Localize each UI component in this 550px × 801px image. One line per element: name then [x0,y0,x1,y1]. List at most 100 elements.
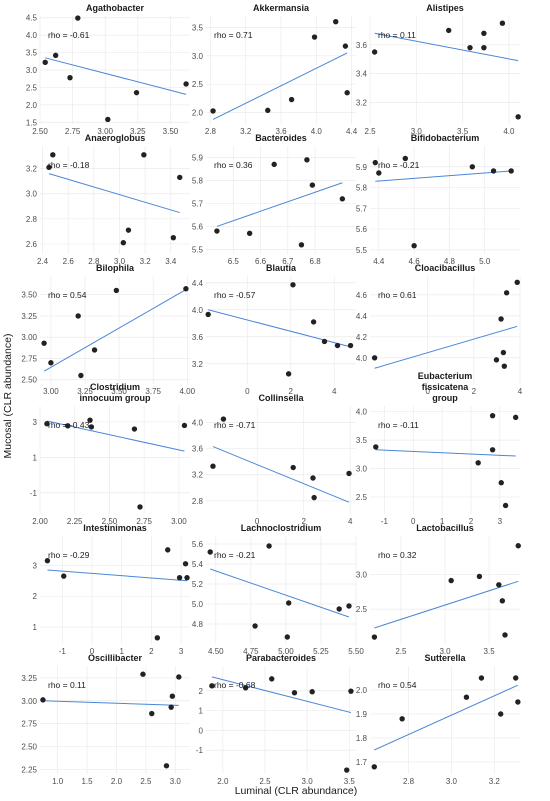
x-tick-label: 2 [469,517,474,526]
rho-label: rho = -0.68 [214,680,256,690]
x-tick-label: 2 [472,387,477,396]
rho-label: rho = 0.54 [378,680,417,690]
data-point [304,157,310,163]
x-tick-label: 3.0 [170,777,182,786]
y-tick-label: 2.5 [356,493,368,502]
regression-line [48,173,180,214]
x-tick-label: 4.6 [409,257,421,266]
data-point [489,447,496,453]
rho-label: rho = -0.18 [48,160,90,170]
data-point [137,504,143,510]
x-tick-label: 2.0 [111,777,123,786]
y-tick-label: 3.6 [192,333,204,342]
data-point [339,196,346,202]
x-tick-label: 6.8 [310,257,322,266]
y-tick-label: -1 [30,489,38,498]
y-tick-label: 2.5 [26,83,38,92]
data-point [140,671,146,677]
data-point [182,561,189,567]
data-point [496,582,502,588]
regression-line [375,449,516,457]
scatter-panel: Bifidobacterium rho = -0.21 4.4 4.6 4.8 5.0 5.… [356,133,520,266]
data-point [446,27,452,34]
data-point [205,311,211,318]
x-tick-label: 0 [255,517,260,526]
data-point [246,230,253,237]
y-tick-label: 5.9 [356,163,368,172]
x-tick-label: 1.0 [52,777,64,786]
y-tick-label: 2.5 [192,80,204,89]
data-point [321,338,328,345]
scatter-panel: Anaeroglobus rho = -0.18 2.4 2.6 2.8 3.0 3.2 3.… [26,133,190,266]
y-tick-label: 3.00 [21,333,37,342]
data-point [371,49,378,55]
scatter-panel: Parabacteroides rho = -0.68 2.0 2.5 3.0 3.5 -1… [196,653,356,786]
data-point [214,228,220,234]
x-tick-label: 3.75 [145,387,161,396]
y-tick-label: 1.8 [356,734,368,743]
y-tick-label: 3.50 [21,291,37,300]
panel-title: Eubacterium [418,371,473,381]
data-point [501,363,508,369]
x-tick-label: 2.25 [67,517,83,526]
panel-title: Akkermansia [253,3,310,13]
x-tick-label: 4.50 [208,647,224,656]
scatter-panel: Akkermansia rho = 0.71 2.8 3.2 3.6 4.0 4.4 2.0 2… [192,3,358,136]
x-tick-label: 4.8 [444,257,456,266]
data-point [177,174,183,181]
scatter-panel: Oscillibacter rho = 0.11 1.0 1.5 2.0 2.5 3.0 2.… [21,653,190,786]
panel-title: Lactobacillus [416,523,474,533]
data-point [467,44,473,51]
data-point [489,412,496,419]
y-tick-label: 5.0 [192,600,204,609]
x-tick-label: 4.4 [346,127,358,136]
data-point [478,675,485,681]
data-point [333,18,339,25]
x-tick-label: 2.75 [65,127,81,136]
x-tick-label: 3.00 [97,127,113,136]
y-tick-label: 3 [33,418,38,427]
rho-label: rho = -0.11 [378,420,419,430]
regression-line [374,684,519,751]
regression-line [374,580,519,629]
y-tick-label: 4.5 [26,14,38,23]
data-point [346,603,352,609]
panel-title: Bifidobacterium [411,133,480,143]
x-tick-label: 2.4 [37,257,49,266]
x-tick-label: 6.5 [228,257,240,266]
data-point [40,697,46,703]
data-point [309,689,315,695]
data-point [342,43,349,49]
data-point [141,152,147,158]
y-tick-label: 3.0 [26,190,38,199]
data-point [499,20,506,26]
data-point [271,161,277,168]
y-tick-label: 3.5 [26,49,38,58]
data-point [311,494,317,501]
data-point [371,764,377,770]
regression-line [42,700,179,706]
data-point [207,549,213,555]
x-tick-label: 3.2 [140,257,152,266]
scatter-panel: Lachnoclostridium rho = -0.21 4.50 4.75 5.00… [192,523,364,656]
y-tick-label: 3.5 [192,23,204,32]
data-point [372,159,378,166]
x-axis-label: Luminal (CLR abundance) [235,785,358,797]
y-tick-label: 5.6 [356,225,368,234]
data-point [512,414,519,421]
y-tick-label: 3 [33,561,38,570]
rho-label: rho = 0.11 [48,680,86,690]
y-tick-label: 2.25 [21,765,37,774]
y-tick-label: 4.4 [192,279,204,288]
x-tick-label: 3.0 [114,257,126,266]
y-tick-label: 1.7 [356,758,368,767]
y-tick-label: 3.25 [21,674,37,683]
x-tick-label: 2.8 [88,257,100,266]
y-tick-label: 3.2 [356,98,368,107]
data-point [209,683,215,689]
x-tick-label: 4 [518,387,523,396]
regression-line [208,309,351,348]
x-tick-label: 2.50 [32,127,48,136]
x-tick-label: 3.0 [302,777,314,786]
